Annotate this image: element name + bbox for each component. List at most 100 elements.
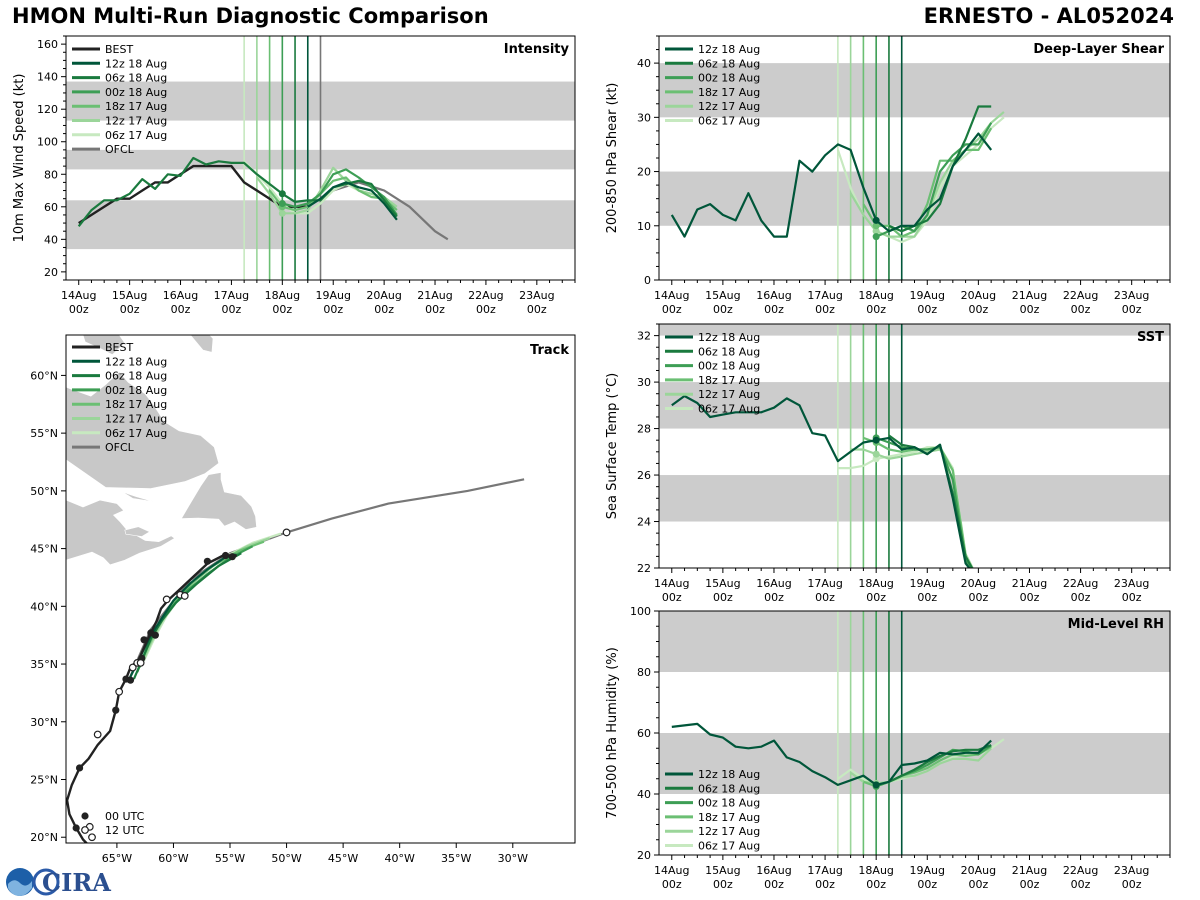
threshold-band <box>659 611 1170 672</box>
x-tick-label-hour: 00z <box>425 303 445 316</box>
model-track-line <box>132 552 242 680</box>
x-tick-label-hour: 00z <box>815 591 835 604</box>
y-tick-label: 30 <box>637 111 651 124</box>
x-tick-label-hour: 00z <box>374 303 394 316</box>
best-track-00z-marker <box>126 676 135 684</box>
x-tick-label-date: 17Aug <box>214 289 249 302</box>
plot-area <box>659 611 1170 855</box>
x-tick-label: 60°W <box>158 852 188 865</box>
best-track-00z-marker <box>75 764 84 772</box>
y-axis: 0 10 20 30 40 <box>637 35 659 287</box>
x-tick-label-date: 18Aug <box>858 864 893 877</box>
legend-label: 18z 17 Aug <box>698 811 760 824</box>
best-track-12z-marker <box>162 595 171 604</box>
legend-label: 18z 17 Aug <box>105 398 167 411</box>
best-track-00z-marker <box>72 824 80 832</box>
legend-label: 12z 18 Aug <box>698 331 760 344</box>
map-area <box>66 335 525 852</box>
x-tick-label-hour: 00z <box>1020 878 1040 891</box>
x-tick-label-date: 15Aug <box>705 864 740 877</box>
x-tick-label-hour: 00z <box>866 878 886 891</box>
x-tick-label-date: 19Aug <box>910 289 945 302</box>
best-track-00z-marker <box>112 706 120 714</box>
x-tick-label-hour: 00z <box>272 303 292 316</box>
x-tick-label-date: 23Aug <box>1114 577 1149 590</box>
x-tick-label: 65°W <box>102 852 132 865</box>
best-track-00z-marker <box>88 845 95 852</box>
panel-title: Intensity <box>504 42 570 57</box>
legend-label: OFCL <box>105 441 135 454</box>
legend-label: BEST <box>105 43 133 56</box>
y-axis: 20 40 60 80 100 <box>630 605 659 862</box>
x-tick-label-date: 21Aug <box>417 289 452 302</box>
y-tick-label: 160 <box>37 38 58 51</box>
best-track-12z-marker <box>180 592 189 600</box>
land-polygon <box>82 335 126 355</box>
x-tick-label-hour: 00z <box>1071 878 1091 891</box>
series-point <box>278 200 286 208</box>
x-tick-label-date: 20Aug <box>961 289 996 302</box>
series-point <box>872 436 880 444</box>
x-tick-label-date: 18Aug <box>858 577 893 590</box>
y-tick-label: 25°N <box>30 774 58 787</box>
y-tick-label: 40 <box>637 57 651 70</box>
legend-label: 18z 17 Aug <box>105 100 167 113</box>
best-track-12z-marker <box>88 833 96 842</box>
x-tick-label-date: 15Aug <box>705 289 740 302</box>
x-tick-label-hour: 00z <box>968 878 988 891</box>
land-polygon <box>122 491 155 503</box>
legend-label: 12z 17 Aug <box>698 100 760 113</box>
x-axis: 14Aug00z15Aug00z16Aug00z17Aug00z18Aug00z… <box>654 280 1171 316</box>
x-tick-label-date: 16Aug <box>756 864 791 877</box>
plot-area <box>659 324 1170 568</box>
x-tick-label-hour: 00z <box>713 878 733 891</box>
y-tick-label: 60°N <box>30 369 58 382</box>
x-tick-label-date: 22Aug <box>1063 864 1098 877</box>
legend-label: OFCL <box>105 143 135 156</box>
threshold-band <box>659 63 1170 118</box>
x-tick-label-date: 17Aug <box>807 577 842 590</box>
best-track-00z-marker <box>203 557 211 565</box>
best-track-12z-marker <box>282 528 291 537</box>
cira-logo-text: CIRA <box>42 868 111 897</box>
x-tick-label-date: 23Aug <box>519 289 554 302</box>
legend-label: 00z 18 Aug <box>698 360 760 373</box>
y-tick-label: 120 <box>37 103 58 116</box>
cira-globe-icon <box>32 868 60 896</box>
x-tick-label-date: 22Aug <box>1063 289 1098 302</box>
series-line <box>888 105 992 233</box>
x-tick-label-date: 22Aug <box>468 289 503 302</box>
legend-label: 00z 18 Aug <box>105 384 167 397</box>
series-line <box>888 744 992 783</box>
legend-label: 06z 17 Aug <box>698 403 760 416</box>
x-tick-label-date: 23Aug <box>1114 864 1149 877</box>
series-point <box>278 190 286 198</box>
x-tick-label-date: 14Aug <box>654 864 689 877</box>
series-point <box>872 216 880 224</box>
x-tick-label-date: 17Aug <box>807 864 842 877</box>
y-axis-label: 700-500 hPa Humidity (%) <box>605 647 620 819</box>
threshold-band <box>659 324 1170 336</box>
legend-label: 06z 17 Aug <box>698 840 760 853</box>
y-axis-label: Sea Surface Temp (°C) <box>605 373 620 520</box>
x-tick-label-date: 20Aug <box>366 289 401 302</box>
legend-label: 06z 18 Aug <box>105 370 167 383</box>
panel-title: Deep-Layer Shear <box>1033 42 1164 57</box>
legend-label: 06z 17 Aug <box>698 115 760 128</box>
best-track-12z-marker <box>115 687 124 696</box>
y-tick-label: 35°N <box>30 658 58 671</box>
x-tick-label-date: 14Aug <box>61 289 96 302</box>
model-track-line <box>138 540 265 668</box>
x-axis: 14Aug00z15Aug00z16Aug00z17Aug00z18Aug00z… <box>654 855 1171 891</box>
land-polygon <box>124 526 151 537</box>
map-frame <box>65 334 576 844</box>
y-tick-label: 80 <box>44 168 58 181</box>
x-tick-label-date: 19Aug <box>910 864 945 877</box>
x-tick-label-hour: 00z <box>713 591 733 604</box>
best-track-00z-marker <box>140 636 148 644</box>
marker-legend-label: 00 UTC <box>105 810 145 823</box>
x-tick-label-date: 16Aug <box>756 289 791 302</box>
series-line <box>670 132 993 238</box>
